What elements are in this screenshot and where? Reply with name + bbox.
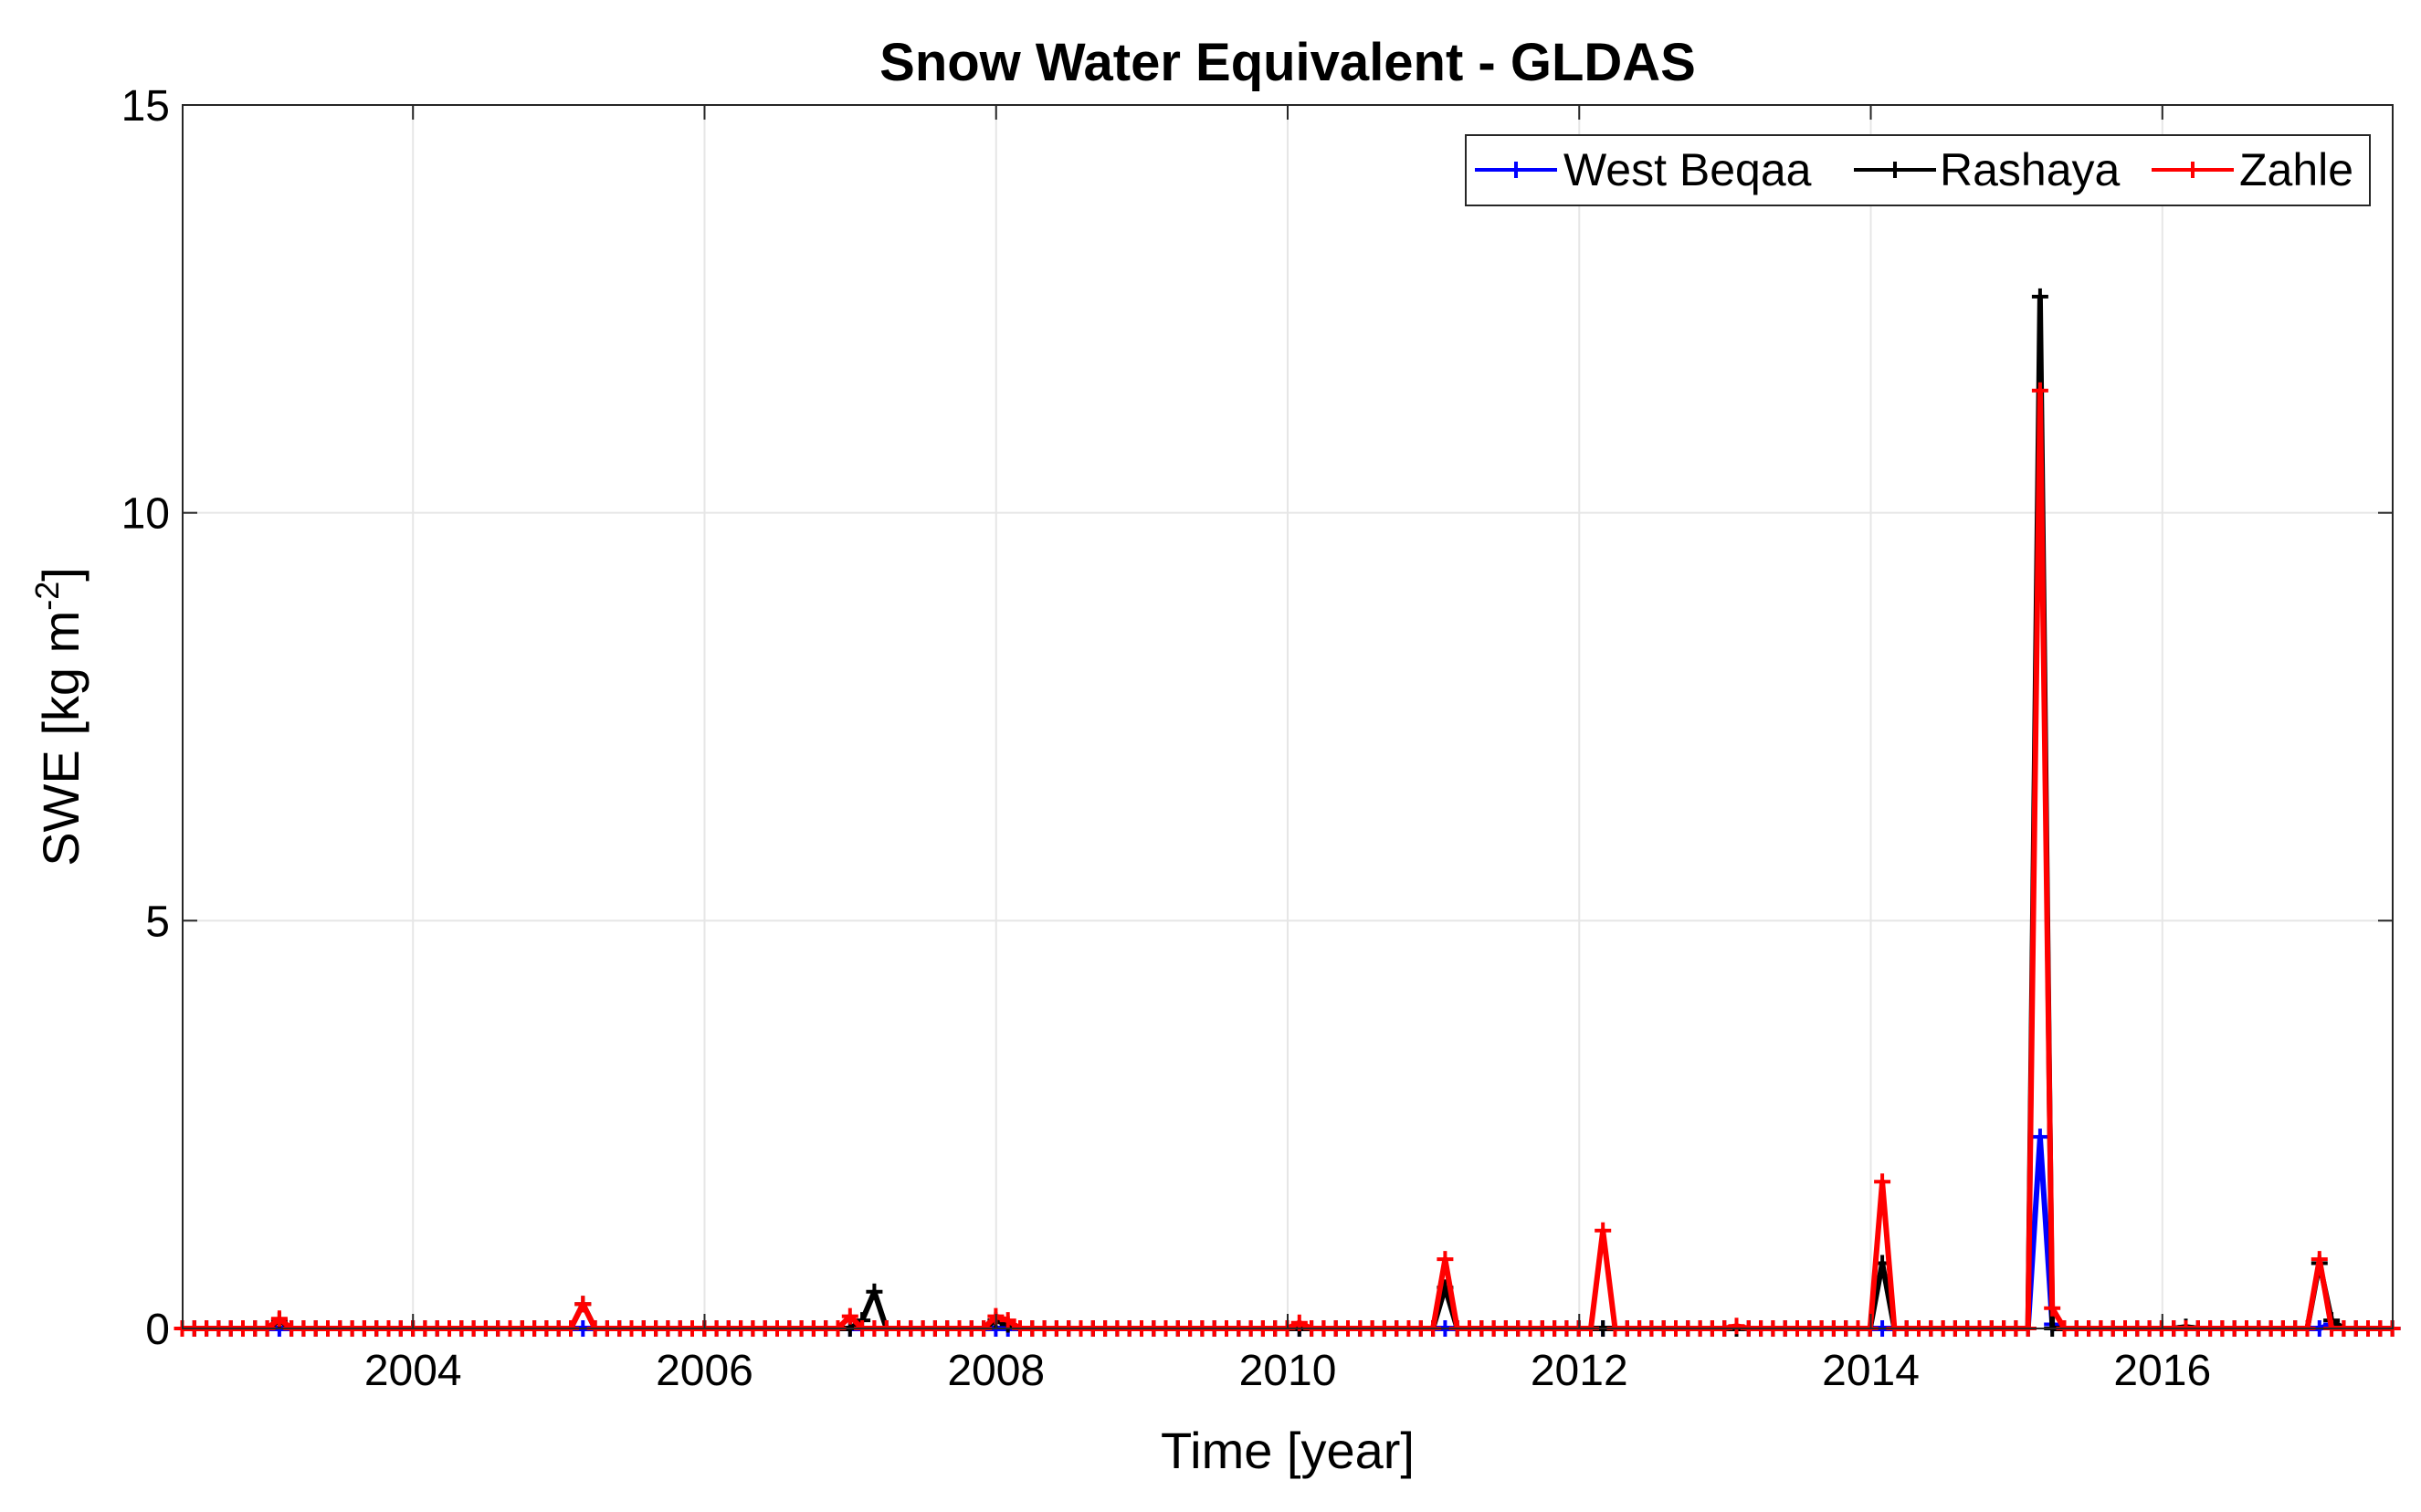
y-tick-label: 0 (145, 1306, 170, 1354)
data-point-zahle (2310, 1251, 2328, 1268)
y-tick-label: 15 (121, 82, 170, 131)
y-tick-label: 10 (121, 490, 170, 539)
y-tick-label: 5 (145, 898, 170, 946)
legend-marker-rashaya (1887, 162, 1903, 178)
legend-marker-zahle (2184, 162, 2201, 178)
x-tick-label: 2008 (947, 1347, 1045, 1395)
legend-entry-zahle: Zahle (2152, 144, 2353, 195)
data-point-zahle (1595, 1222, 1612, 1239)
x-tick-label: 2016 (2113, 1347, 2211, 1395)
data-point-zahle (270, 1310, 288, 1328)
x-tick-label: 2012 (1531, 1347, 1628, 1395)
legend-entry-west-beqaa: West Beqaa (1475, 144, 1812, 195)
legend: West Beqaa Rashaya Zahle (1465, 134, 2371, 206)
y-axis-label-close: ] (32, 567, 89, 582)
x-tick-label: 2004 (364, 1347, 462, 1395)
legend-label-west-beqaa: West Beqaa (1563, 144, 1812, 195)
axis-ticks: 2004 2006 2008 2010 2012 2014 2016 0 5 10 15 (121, 82, 2393, 1395)
data-point-zahle (2031, 382, 2048, 399)
data-point-zahle (1874, 1173, 1891, 1191)
x-tick-label: 2014 (1822, 1347, 1920, 1395)
legend-label-rashaya: Rashaya (1940, 144, 2121, 195)
data-point-west-beqaa (2031, 1129, 2048, 1146)
x-axis-label: Time [year] (1161, 1422, 1415, 1479)
data-point-zahle (574, 1296, 592, 1313)
y-axis-label: SWE [kg m-2] (28, 567, 89, 866)
legend-entry-rashaya: Rashaya (1854, 144, 2121, 195)
data-point-rashaya (866, 1283, 883, 1300)
data-point-zahle (841, 1307, 858, 1325)
grid-lines (183, 105, 2393, 1328)
data-point-zahle (1437, 1251, 1454, 1268)
y-axis-label-main: SWE [kg m (32, 611, 89, 866)
data-point-zahle (999, 1312, 1016, 1329)
legend-marker-west-beqaa (1508, 162, 1524, 178)
data-point-zahle (2044, 1299, 2061, 1317)
legend-label-zahle: Zahle (2239, 144, 2353, 195)
data-point-rashaya (2031, 288, 2048, 305)
data-point-zahle (1728, 1318, 1745, 1335)
y-axis-label-exponent: -2 (28, 582, 66, 611)
x-tick-label: 2010 (1239, 1347, 1337, 1395)
chart-title: Snow Water Equivalent - GLDAS (879, 33, 1696, 92)
x-tick-label: 2006 (656, 1347, 753, 1395)
